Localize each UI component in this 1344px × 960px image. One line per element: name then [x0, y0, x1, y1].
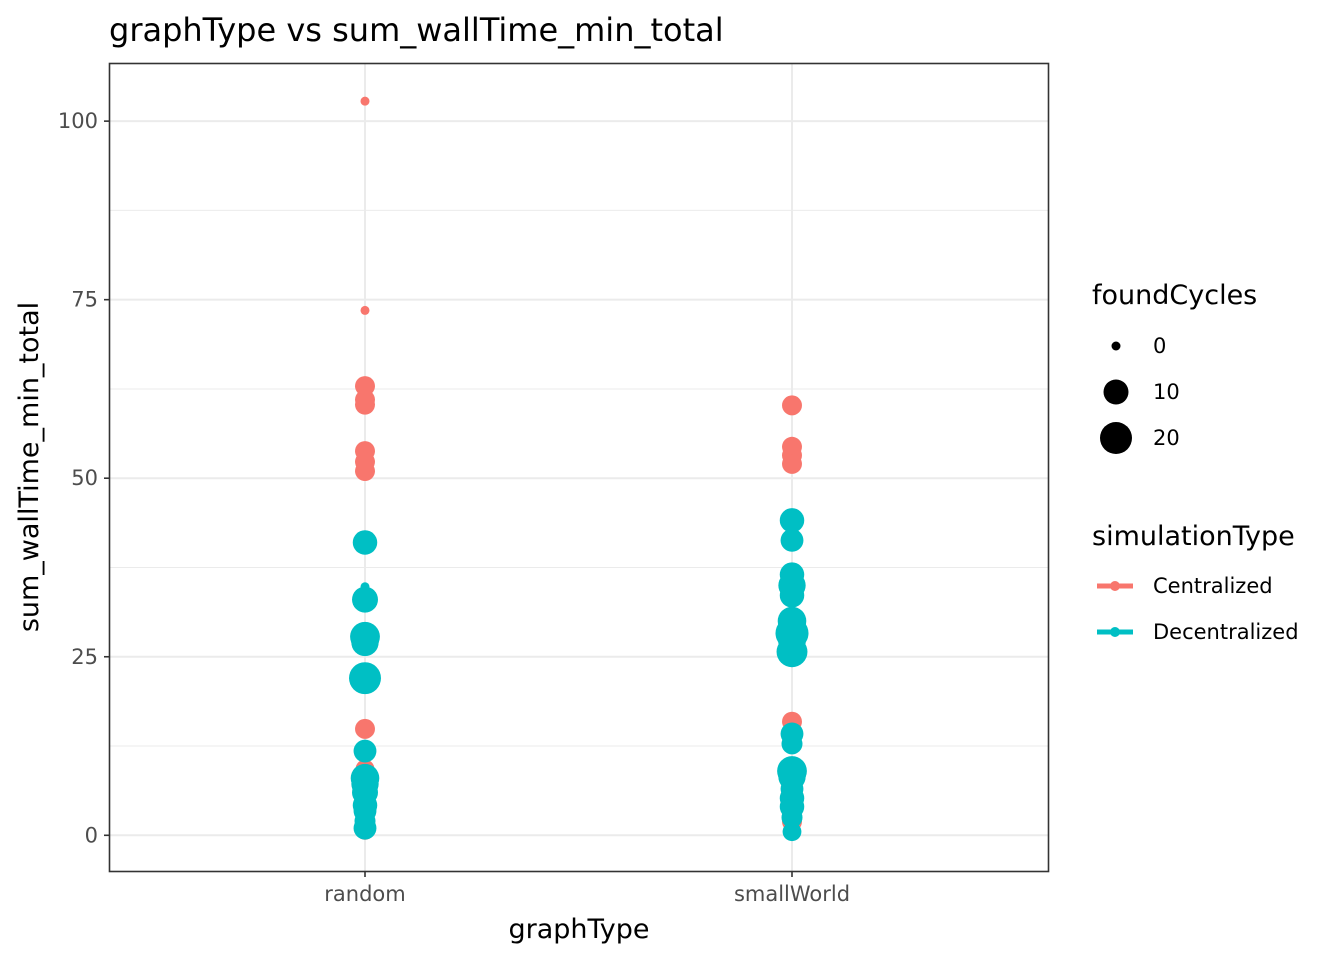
data-points [349, 96, 809, 842]
data-point [778, 628, 806, 657]
y-tick-label: 25 [71, 645, 98, 669]
size-legend-key [1111, 341, 1121, 351]
y-tick-label: 50 [71, 466, 98, 490]
data-point [351, 628, 379, 657]
size-legend-label: 10 [1153, 380, 1180, 404]
size-legend: foundCycles 0 10 20 [1092, 280, 1257, 454]
data-point [782, 453, 802, 474]
data-point [360, 545, 370, 555]
y-axis-title: sum_wallTime_min_total [14, 302, 45, 632]
y-tick-label: 100 [58, 109, 98, 133]
data-point [349, 662, 381, 695]
data-point [360, 305, 370, 315]
data-point [353, 739, 377, 763]
chart-title: graphType vs sum_wallTime_min_total [109, 11, 724, 49]
data-point [360, 582, 370, 592]
data-point [781, 733, 803, 755]
data-point [780, 777, 804, 801]
x-axis-title: graphType [508, 914, 649, 945]
x-tick-label: smallWorld [734, 882, 850, 906]
color-legend-title: simulationType [1092, 521, 1295, 552]
data-point [782, 395, 802, 416]
color-legend-label: Decentralized [1153, 620, 1299, 644]
data-point [352, 530, 378, 555]
size-legend-key [1103, 379, 1129, 405]
data-point [360, 96, 370, 106]
data-point [355, 394, 375, 415]
size-legend-label: 0 [1153, 334, 1166, 358]
x-tick-label: random [324, 882, 405, 906]
data-point [782, 822, 802, 842]
color-legend: simulationType Centralized Decentralized [1092, 521, 1299, 644]
color-legend-dot [1110, 581, 1120, 591]
data-point [355, 718, 375, 739]
plot-background [109, 63, 1049, 872]
y-tick-label: 75 [71, 288, 98, 312]
data-point [354, 810, 376, 832]
data-point [777, 606, 807, 636]
y-tick-label: 0 [85, 823, 98, 847]
plot-panel-border [108, 62, 1050, 873]
size-legend-title: foundCycles [1092, 280, 1257, 311]
data-point [779, 562, 805, 587]
color-legend-label: Centralized [1153, 574, 1273, 598]
size-legend-label: 20 [1153, 426, 1180, 450]
data-point [779, 583, 805, 608]
data-point [352, 586, 378, 613]
size-legend-key [1100, 422, 1132, 454]
color-legend-dot [1110, 627, 1120, 637]
data-point [780, 528, 804, 552]
data-point [779, 508, 805, 533]
data-point [781, 806, 803, 828]
axes: 0 25 50 75 100 random smallWorld [58, 109, 850, 906]
data-point [355, 461, 375, 482]
